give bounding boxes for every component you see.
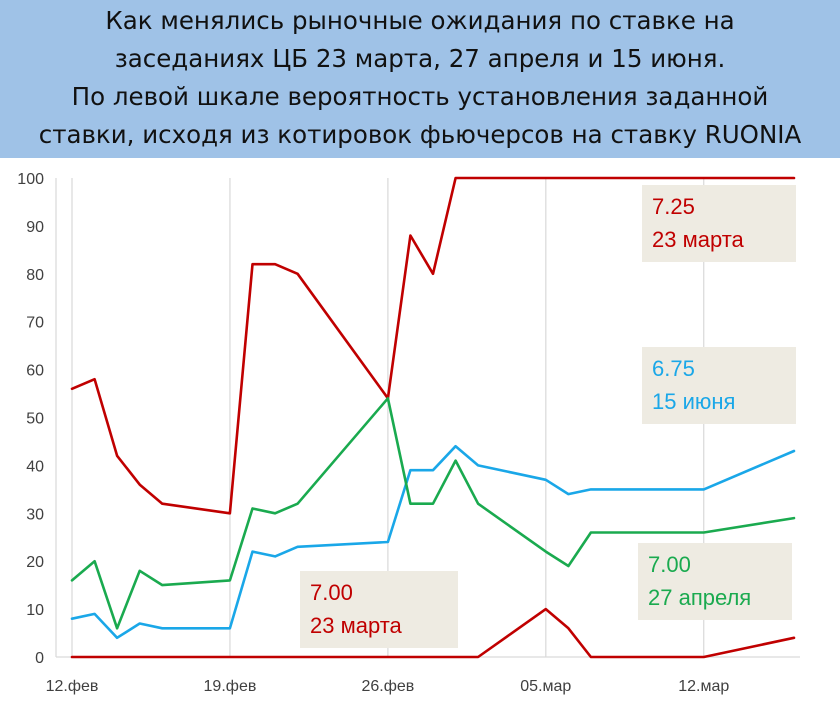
annotation-rate: 7.00 [310,580,353,605]
annotation-rate: 7.00 [648,552,691,577]
annotation-meeting: 23 марта [310,613,403,638]
chart-title-line-3: По левой шкале вероятность установления … [71,82,769,111]
series-line-3 [70,397,796,630]
line-chart: 12.фев 19.фев 26.фев 05.мар 12.мар 0 10 20 30 40 5… [0,158,840,701]
y-tick-label: 10 [26,602,44,619]
y-tick-label: 70 [26,315,44,332]
axes: 12.фев 19.фев 26.фев 05.мар 12.мар 0 10 20 30 40 5… [17,171,800,695]
series-line-2 [70,444,796,640]
x-tick-label: 05.мар [520,678,571,695]
y-tick-label: 80 [26,267,44,284]
annotation-background [642,185,796,262]
x-tick-label: 26.фев [361,678,414,695]
series-line-4 [70,607,796,659]
annotation-rate: 7.25 [652,194,695,219]
y-tick-label: 0 [35,650,44,667]
y-tick-label: 30 [26,506,44,523]
chart-title-banner: Как менялись рыночные ожидания по ставке… [0,0,840,158]
annotation-box-2: 6.75 15 июня [642,347,796,424]
y-tick-label: 40 [26,458,44,475]
annotation-box-4: 7.00 23 марта [300,571,458,648]
x-tick-label: 12.фев [46,678,99,695]
annotation-meeting: 23 марта [652,227,745,252]
x-tick-label: 12.мар [678,678,729,695]
chart-title-line-1: Как менялись рыночные ожидания по ставке… [105,6,735,35]
chart-title-line-4: ставки, исходя из котировок фьючерсов на… [38,120,802,149]
y-tick-label: 20 [26,554,44,571]
annotation-background [642,347,796,424]
chart-svg: 12.фев 19.фев 26.фев 05.мар 12.мар 0 10 20 30 40 5… [17,171,800,695]
y-tick-label: 90 [26,219,44,236]
x-tick-label: 19.фев [204,678,257,695]
y-tick-label: 60 [26,363,44,380]
annotation-meeting: 15 июня [652,389,735,414]
chart-title-line-2: заседаниях ЦБ 23 марта, 27 апреля и 15 и… [114,44,726,73]
annotation-box-3: 7.00 27 апреля [638,543,792,620]
annotation-background [300,571,458,648]
y-tick-label: 100 [17,171,44,188]
annotation-rate: 6.75 [652,356,695,381]
series-lines [70,176,796,659]
annotation-box-1: 7.25 23 марта [642,185,796,262]
annotation-background [638,543,792,620]
y-tick-label: 50 [26,411,44,428]
annotation-meeting: 27 апреля [648,585,751,610]
